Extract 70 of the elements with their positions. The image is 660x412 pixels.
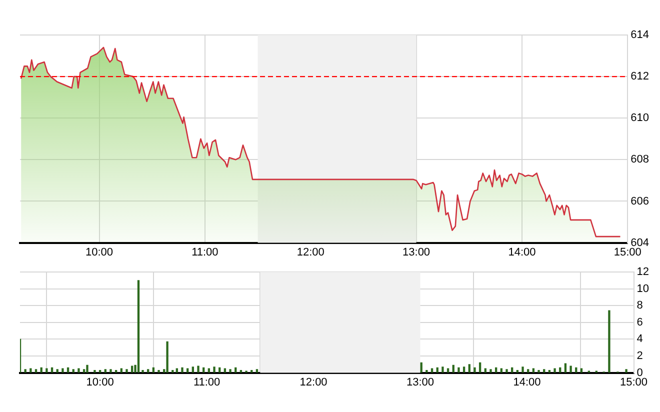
y-tick-label: 608 xyxy=(630,154,650,166)
bar xyxy=(158,370,160,373)
bar xyxy=(527,369,530,373)
x-tick-label: 15:00 xyxy=(620,376,648,388)
bar xyxy=(192,366,194,373)
bar xyxy=(78,368,80,373)
bar xyxy=(570,366,572,373)
bar xyxy=(197,366,200,373)
bar xyxy=(256,369,258,373)
x-tick-label: 13:00 xyxy=(406,376,434,388)
bar xyxy=(229,369,232,373)
y-tick-label: 606 xyxy=(630,195,650,208)
y-tick-label: 610 xyxy=(630,112,650,124)
bar xyxy=(137,280,140,373)
bar xyxy=(543,369,546,373)
bar xyxy=(104,369,106,373)
y-tick-label: 4 xyxy=(636,333,643,346)
x-tick-label: 12:00 xyxy=(296,246,324,258)
bar xyxy=(442,366,444,373)
y-tick-label: 604 xyxy=(630,236,650,249)
bar xyxy=(462,366,466,373)
x-tick-label: 15:00 xyxy=(614,246,642,258)
bar xyxy=(62,368,64,373)
bar xyxy=(56,369,58,373)
bar xyxy=(86,364,88,373)
bar xyxy=(506,369,508,373)
bar xyxy=(82,369,86,373)
bar xyxy=(468,364,470,373)
y-tick-label: 6 xyxy=(636,316,643,328)
bar xyxy=(94,370,96,373)
bar xyxy=(478,362,482,373)
y-tick-label: 0 xyxy=(636,366,643,379)
y-tick-label: 614 xyxy=(630,29,650,42)
bar xyxy=(166,341,168,373)
x-tick-label: 11:00 xyxy=(192,246,218,258)
x-tick-label: 13:00 xyxy=(402,246,430,258)
x-tick-label: 12:00 xyxy=(300,376,328,388)
bar xyxy=(490,369,492,373)
bar xyxy=(126,369,128,373)
bar xyxy=(30,368,32,373)
bar xyxy=(181,367,184,373)
y-tick-label: 12 xyxy=(636,266,650,278)
x-tick-label: 10:00 xyxy=(85,246,114,258)
bar xyxy=(625,369,628,373)
y-tick-label: 612 xyxy=(630,70,650,83)
x-tick-label: 11:00 xyxy=(193,376,220,388)
y-tick-label: 8 xyxy=(636,300,643,312)
y-tick-label: 10 xyxy=(636,282,650,295)
bar xyxy=(420,362,422,373)
bar xyxy=(142,370,144,373)
bar xyxy=(24,369,26,373)
bar xyxy=(538,370,540,373)
bar xyxy=(110,369,112,373)
bar xyxy=(426,370,428,373)
bar xyxy=(554,368,556,373)
bar xyxy=(452,364,454,373)
bar xyxy=(522,366,524,373)
bar xyxy=(34,369,38,373)
bar xyxy=(564,363,567,373)
bar xyxy=(474,367,476,373)
x-tick-label: 14:00 xyxy=(513,376,541,388)
bar xyxy=(458,367,460,373)
bar xyxy=(213,366,216,373)
bar xyxy=(147,369,150,373)
x-tick-label: 14:00 xyxy=(508,246,536,258)
bar xyxy=(72,369,74,373)
y-tick-label: 2 xyxy=(636,350,643,362)
bar xyxy=(46,368,48,373)
x-tick-label: 10:00 xyxy=(86,376,114,388)
bar xyxy=(608,310,610,373)
